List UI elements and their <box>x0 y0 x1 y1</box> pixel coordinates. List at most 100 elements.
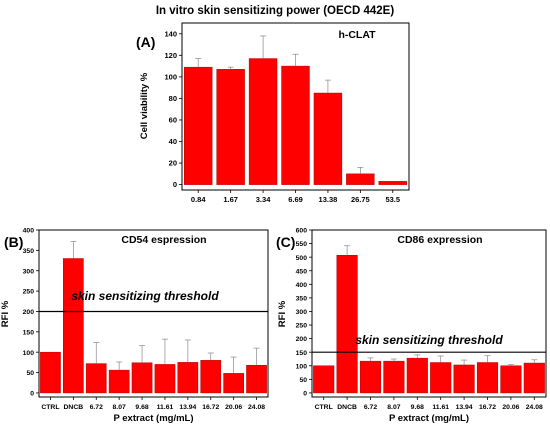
bar <box>63 258 84 394</box>
x-tick-label: CTRL <box>315 404 333 411</box>
x-tick-label: 16.72 <box>202 404 219 411</box>
y-tick-label: 450 <box>296 268 308 275</box>
y-tick-label: 300 <box>296 309 308 316</box>
y-tick-label: 500 <box>296 255 308 262</box>
x-tick-label: 53.5 <box>385 195 400 204</box>
y-tick-label: 20 <box>169 159 177 168</box>
x-tick-label: 26.75 <box>351 195 370 204</box>
panel-label: CD86 expression <box>397 234 482 246</box>
x-tick-label: 8.07 <box>387 404 400 411</box>
x-tick-label: 20.06 <box>225 404 242 411</box>
bar <box>281 65 310 185</box>
x-tick-label: DNCB <box>64 404 84 411</box>
panel-label: CD54 espression <box>121 234 206 246</box>
x-tick-label: 3.34 <box>256 195 271 204</box>
bar <box>430 362 452 394</box>
x-tick-label: 6.72 <box>364 404 377 411</box>
y-tick-label: 400 <box>23 228 35 235</box>
y-tick-label: 50 <box>26 370 34 377</box>
bar <box>383 360 405 394</box>
x-tick-label: DNCB <box>337 404 357 411</box>
y-axis-title: Cell viability % <box>139 72 150 139</box>
bar <box>131 362 153 394</box>
bar <box>406 357 428 394</box>
x-tick-label: 8.07 <box>113 404 126 411</box>
panel-c-cd86-chart: 0 50 100 150 200 250 300 350 400 450 500 550 600 CTRL… <box>276 228 547 424</box>
x-tick-label: 13.94 <box>179 404 196 411</box>
y-tick-label: 140 <box>164 29 177 38</box>
panel-label: h-CLAT <box>338 29 376 41</box>
x-tick-label: 1.67 <box>223 195 238 204</box>
y-tick-label: 100 <box>23 350 35 357</box>
x-tick-label: 20.06 <box>502 404 519 411</box>
y-tick-label: 350 <box>23 248 35 255</box>
y-tick-label: 50 <box>299 377 307 384</box>
bar <box>223 373 244 394</box>
y-axis-title: RFI % <box>277 300 288 327</box>
x-tick-label: 24.08 <box>526 404 543 411</box>
y-tick-label: 250 <box>23 289 35 296</box>
y-tick-label: 550 <box>296 241 308 248</box>
y-tick-label: 400 <box>296 282 308 289</box>
y-tick-label: 600 <box>296 228 308 235</box>
bar <box>40 351 61 394</box>
bar <box>313 365 335 394</box>
bar <box>154 364 176 394</box>
plot-frame <box>311 229 547 398</box>
threshold-label: skin sensitizing threshold <box>355 333 503 347</box>
panel-letter: (C) <box>276 234 295 250</box>
y-tick-label: 60 <box>169 116 177 125</box>
bar <box>200 360 222 394</box>
bar <box>85 363 107 394</box>
y-axis-title: RFI % <box>0 300 11 327</box>
y-tick-label: 350 <box>296 295 308 302</box>
y-tick-label: 150 <box>23 329 35 336</box>
bar <box>500 365 522 394</box>
y-tick-label: 0 <box>173 180 177 189</box>
x-axis-title: P extract (mg/mL) <box>389 413 469 424</box>
y-tick-label: 150 <box>296 350 308 357</box>
x-tick-label: 6.69 <box>288 195 303 204</box>
bar <box>336 255 358 394</box>
threshold-label: skin sensitizing threshold <box>71 289 219 303</box>
x-tick-label: 11.61 <box>432 404 449 411</box>
x-tick-label: 6.72 <box>90 404 103 411</box>
bar <box>248 58 278 185</box>
x-tick-label: 9.68 <box>411 404 424 411</box>
y-tick-label: 80 <box>169 94 177 103</box>
bar <box>476 362 499 394</box>
bar <box>359 360 382 394</box>
y-tick-label: 100 <box>296 363 308 370</box>
bar <box>184 66 213 185</box>
plot-frame <box>38 229 269 398</box>
x-tick-label: 9.68 <box>135 404 148 411</box>
bar <box>216 69 245 185</box>
panel-b-cd54-chart: 0 50 100 150 200 250 300 350 400 CTRL DNCB 6.72 8.07… <box>0 228 269 424</box>
bar <box>346 173 375 185</box>
bar <box>378 181 407 185</box>
bar <box>313 92 343 185</box>
y-tick-label: 300 <box>23 268 35 275</box>
x-axis-title: P extract (mg/mL) <box>113 413 193 424</box>
bar <box>246 364 267 394</box>
y-tick-label: 250 <box>296 323 308 330</box>
bar <box>177 362 199 394</box>
y-tick-label: 200 <box>296 336 308 343</box>
y-tick-label: 0 <box>30 391 34 398</box>
y-tick-label: 40 <box>169 137 177 146</box>
y-tick-label: 200 <box>23 309 35 316</box>
y-tick-label: 100 <box>164 72 177 81</box>
x-tick-label: CTRL <box>41 404 59 411</box>
panel-a-cell-viability-chart: 0 20 40 60 80 100 120 140 0.84 1.67 3.34 6.69 13.38 2… <box>136 22 410 204</box>
panel-letter: (B) <box>4 234 23 250</box>
y-tick-label: 0 <box>303 391 307 398</box>
bar <box>108 369 130 394</box>
x-tick-label: 16.72 <box>479 404 496 411</box>
x-tick-label: 13.94 <box>456 404 473 411</box>
x-tick-label: 11.61 <box>157 404 174 411</box>
panel-letter: (A) <box>136 34 155 50</box>
x-tick-label: 24.08 <box>248 404 265 411</box>
y-tick-label: 120 <box>164 51 177 60</box>
x-tick-label: 13.38 <box>319 195 338 204</box>
